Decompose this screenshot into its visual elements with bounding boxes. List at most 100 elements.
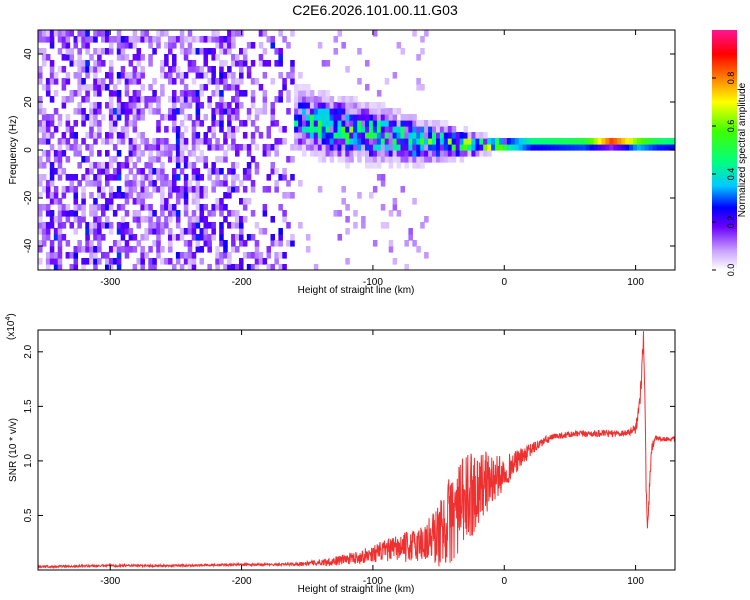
spectrogram-cell [183,72,189,79]
spectrogram-cell [388,156,394,163]
spectrogram-cell [199,102,205,109]
spectrogram-cell [65,120,71,127]
spectrogram-cell [286,240,291,247]
colorbar-tick-label: 0.2 [726,216,736,229]
spectrogram-cell [211,126,216,133]
spectrogram-cell [168,96,173,103]
spectrogram-cell [432,120,437,127]
spectrogram-cell [128,234,134,241]
spectrogram-cell [85,240,90,247]
spectrogram-cell [49,72,55,79]
spectrogram-cell [337,156,343,163]
spectrogram-cell [81,108,86,115]
spectrogram-cell [97,180,102,187]
spectrogram-cell [290,66,295,73]
spectrogram-cell [124,180,130,187]
spectrogram-cell [199,228,205,235]
spectrogram-cell [101,84,106,91]
spectrogram-cell [57,222,63,229]
spectrogram-cell [81,60,86,67]
spectrogram-cell [199,234,205,241]
spectrogram-cell [219,228,224,235]
spectrogram-cell [345,108,350,115]
spectrogram-cell [191,258,197,265]
spectrogram-cell [282,252,287,259]
spectrogram-cell [53,234,59,241]
spectrogram-cell [617,144,622,151]
spectrogram-cell [156,96,161,103]
spectrogram-cell [168,108,173,115]
spectrogram-cell [148,210,153,217]
spectrogram-cell [183,126,189,133]
spectrogram-cell [53,72,59,79]
spectrogram-cell [132,150,138,157]
spectrogram-cell [183,90,189,97]
spectrogram-cell [392,108,398,115]
spectrogram-cell [168,246,173,253]
spectrogram-cell [573,144,579,151]
spectrogram-cell [45,150,51,157]
spectrogram-cell [45,114,51,121]
spectrogram-cell [61,222,67,229]
spectrogram-cell [408,126,413,133]
snr-frame [37,329,676,571]
spectrogram-cell [408,132,413,139]
spectrogram-cell [195,192,201,199]
spectrogram-cell [69,96,75,103]
spectrogram-cell [65,156,71,163]
spectrogram-cell [97,48,102,55]
spectrogram-cell [195,108,201,115]
spectrogram-cell [69,60,75,67]
spectrogram-cell [309,114,315,121]
spectrogram-cell [187,264,193,270]
spectrogram-cell [156,42,161,49]
spectrogram-cell [357,192,362,199]
spectrogram-cell [144,144,149,151]
spectrogram-cell [266,144,272,151]
spectrogram-cell [372,126,378,133]
spectrogram-cell [235,60,240,67]
spectrogram-cell [85,246,90,253]
spectrogram-cell [290,174,295,181]
spectrogram-cell [164,180,169,187]
spectrogram-cell [203,132,209,139]
spectrogram-cell [302,102,307,109]
spectrogram-cell [120,54,126,61]
spectrogram-cell [45,180,51,187]
spectrogram-cell [278,90,283,97]
spectrogram-cell [191,132,197,139]
spectrogram-cell [132,162,138,169]
spectrogram-cell [140,252,145,259]
spectrogram-cell [231,60,236,67]
spectrogram-cell [132,246,138,253]
spectrogram-cell [69,252,75,259]
spectrogram-cell [361,138,366,145]
spectrogram-cell [262,96,268,103]
spectrogram-cell [282,192,287,199]
spectrogram-cell [81,216,86,223]
spectrogram-cell [116,90,122,97]
spectrogram-cell [73,204,79,211]
spectrogram-cell [105,132,110,139]
spectrogram-cell [420,144,425,151]
spectrogram-cell [116,138,122,145]
spectrogram-cell [160,150,165,157]
snr-xlabel: Height of straight line (km) [298,584,415,595]
spectrogram-cell [400,138,406,145]
spectrogram-cell [396,120,402,127]
spectrogram-cell [428,150,433,157]
spectrogram-cell [546,138,551,145]
spectrogram-cell [424,156,429,163]
spectrogram-cell [227,186,232,193]
spectrogram-cell [49,36,55,43]
spectrogram-cell [372,108,378,115]
spectrogram-cell [380,108,386,115]
spectrogram-cell [239,90,244,97]
spectrogram-cell [128,150,134,157]
spectrogram-cell [286,180,291,187]
spectrogram-cell [365,108,370,115]
spectrogram-cell [97,258,102,265]
spectrogram-cell [144,36,149,43]
spectrogram-cell [404,132,409,139]
spectrogram-cell [341,120,346,127]
